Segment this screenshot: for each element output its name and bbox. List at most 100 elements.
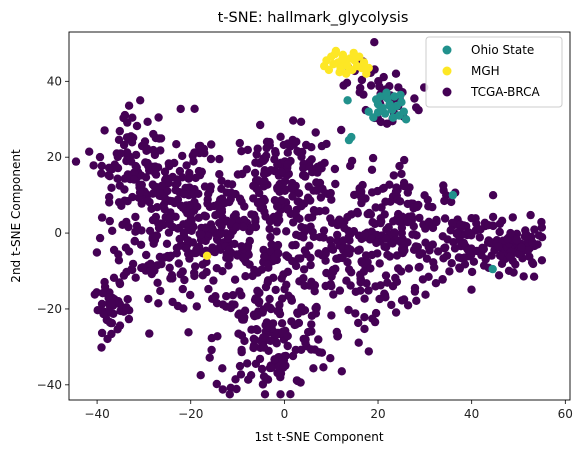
point-tcga-brca [205, 186, 215, 195]
point-tcga-brca [391, 69, 401, 78]
point-tcga-brca [175, 234, 184, 244]
point-tcga-brca [307, 311, 317, 320]
point-tcga-brca [227, 180, 237, 189]
point-tcga-brca [327, 195, 336, 204]
point-tcga-brca [253, 176, 263, 185]
point-tcga-brca [354, 338, 363, 347]
point-tcga-brca [463, 228, 473, 237]
point-tcga-brca [171, 185, 180, 195]
point-tcga-brca [297, 202, 306, 211]
point-tcga-brca [287, 296, 296, 305]
point-tcga-brca [194, 141, 204, 151]
chart-title: t-SNE: hallmark_glycolysis [218, 10, 409, 26]
point-tcga-brca [370, 38, 379, 47]
point-tcga-brca [295, 214, 304, 223]
point-mgh [202, 251, 212, 260]
point-tcga-brca [277, 319, 287, 328]
point-tcga-brca [178, 284, 187, 294]
point-tcga-brca [279, 140, 288, 150]
point-tcga-brca [391, 187, 401, 196]
point-tcga-brca [377, 203, 386, 212]
x-axis-label: 1st t-SNE Component [254, 430, 383, 444]
point-tcga-brca [248, 271, 257, 281]
point-tcga-brca [439, 254, 448, 263]
point-tcga-brca [277, 196, 286, 205]
point-tcga-brca [208, 224, 217, 234]
point-tcga-brca [360, 313, 369, 322]
point-tcga-brca [279, 270, 288, 279]
point-ohio-state [396, 90, 405, 100]
point-tcga-brca [138, 263, 147, 272]
point-tcga-brca [306, 260, 315, 270]
point-mgh [364, 63, 373, 73]
point-ohio-state [386, 102, 395, 111]
point-tcga-brca [260, 207, 269, 216]
point-tcga-brca [163, 251, 172, 261]
x-tick-label: 0 [281, 407, 289, 421]
x-axis-ticks: −40 −20 0 20 40 60 [84, 400, 573, 421]
legend-label-ohio-state: Ohio State [471, 43, 534, 57]
point-ohio-state [364, 107, 373, 116]
legend-marker-mgh [442, 66, 452, 76]
point-tcga-brca [141, 173, 151, 182]
point-tcga-brca [247, 223, 256, 232]
point-ohio-state [448, 190, 458, 200]
point-tcga-brca [327, 272, 336, 281]
point-tcga-brca [447, 218, 457, 228]
point-ohio-state [347, 132, 356, 142]
point-tcga-brca [267, 240, 276, 249]
point-tcga-brca [445, 267, 454, 276]
point-tcga-brca [269, 212, 278, 222]
point-tcga-brca [450, 244, 460, 253]
point-tcga-brca [270, 196, 280, 205]
point-tcga-brca [288, 182, 297, 192]
point-tcga-brca [283, 160, 292, 169]
point-tcga-brca [355, 245, 364, 254]
point-tcga-brca [151, 231, 160, 241]
legend: Ohio State MGH TCGA-BRCA [425, 36, 563, 108]
point-tcga-brca [260, 390, 270, 399]
point-tcga-brca [149, 145, 158, 155]
point-tcga-brca [255, 354, 265, 364]
point-ohio-state [372, 95, 381, 104]
point-tcga-brca [360, 324, 369, 334]
point-tcga-brca [297, 303, 306, 312]
point-tcga-brca [301, 338, 310, 347]
point-tcga-brca [197, 167, 206, 176]
point-tcga-brca [259, 170, 269, 179]
point-tcga-brca [488, 191, 498, 200]
point-tcga-brca [381, 271, 391, 280]
point-tcga-brca [107, 299, 117, 308]
point-tcga-brca [343, 258, 352, 267]
point-tcga-brca [283, 148, 292, 157]
point-tcga-brca [259, 343, 269, 352]
point-tcga-brca [330, 164, 340, 174]
point-tcga-brca [100, 126, 109, 135]
point-tcga-brca [231, 375, 240, 384]
point-tcga-brca [132, 121, 142, 131]
point-tcga-brca [239, 215, 249, 225]
axes-frame [68, 31, 571, 401]
point-tcga-brca [265, 294, 274, 304]
point-tcga-brca [326, 354, 335, 363]
y-axis-label: 2nd t-SNE Component [9, 149, 23, 283]
point-tcga-brca [375, 294, 384, 304]
point-tcga-brca [112, 162, 121, 172]
point-tcga-brca [209, 276, 218, 285]
point-tcga-brca [151, 170, 161, 179]
point-tcga-brca [354, 318, 363, 328]
point-tcga-brca [315, 207, 324, 216]
point-tcga-brca [259, 372, 269, 381]
point-tcga-brca [140, 137, 150, 146]
point-ohio-state [397, 98, 406, 107]
point-tcga-brca [178, 173, 187, 182]
point-tcga-brca [456, 220, 465, 229]
point-tcga-brca [514, 250, 524, 259]
point-tcga-brca [387, 300, 396, 310]
point-tcga-brca [288, 351, 298, 361]
point-tcga-brca [346, 161, 355, 171]
point-tcga-brca [240, 306, 250, 315]
point-tcga-brca [319, 233, 328, 242]
point-tcga-brca [154, 113, 163, 122]
point-tcga-brca [105, 172, 114, 181]
